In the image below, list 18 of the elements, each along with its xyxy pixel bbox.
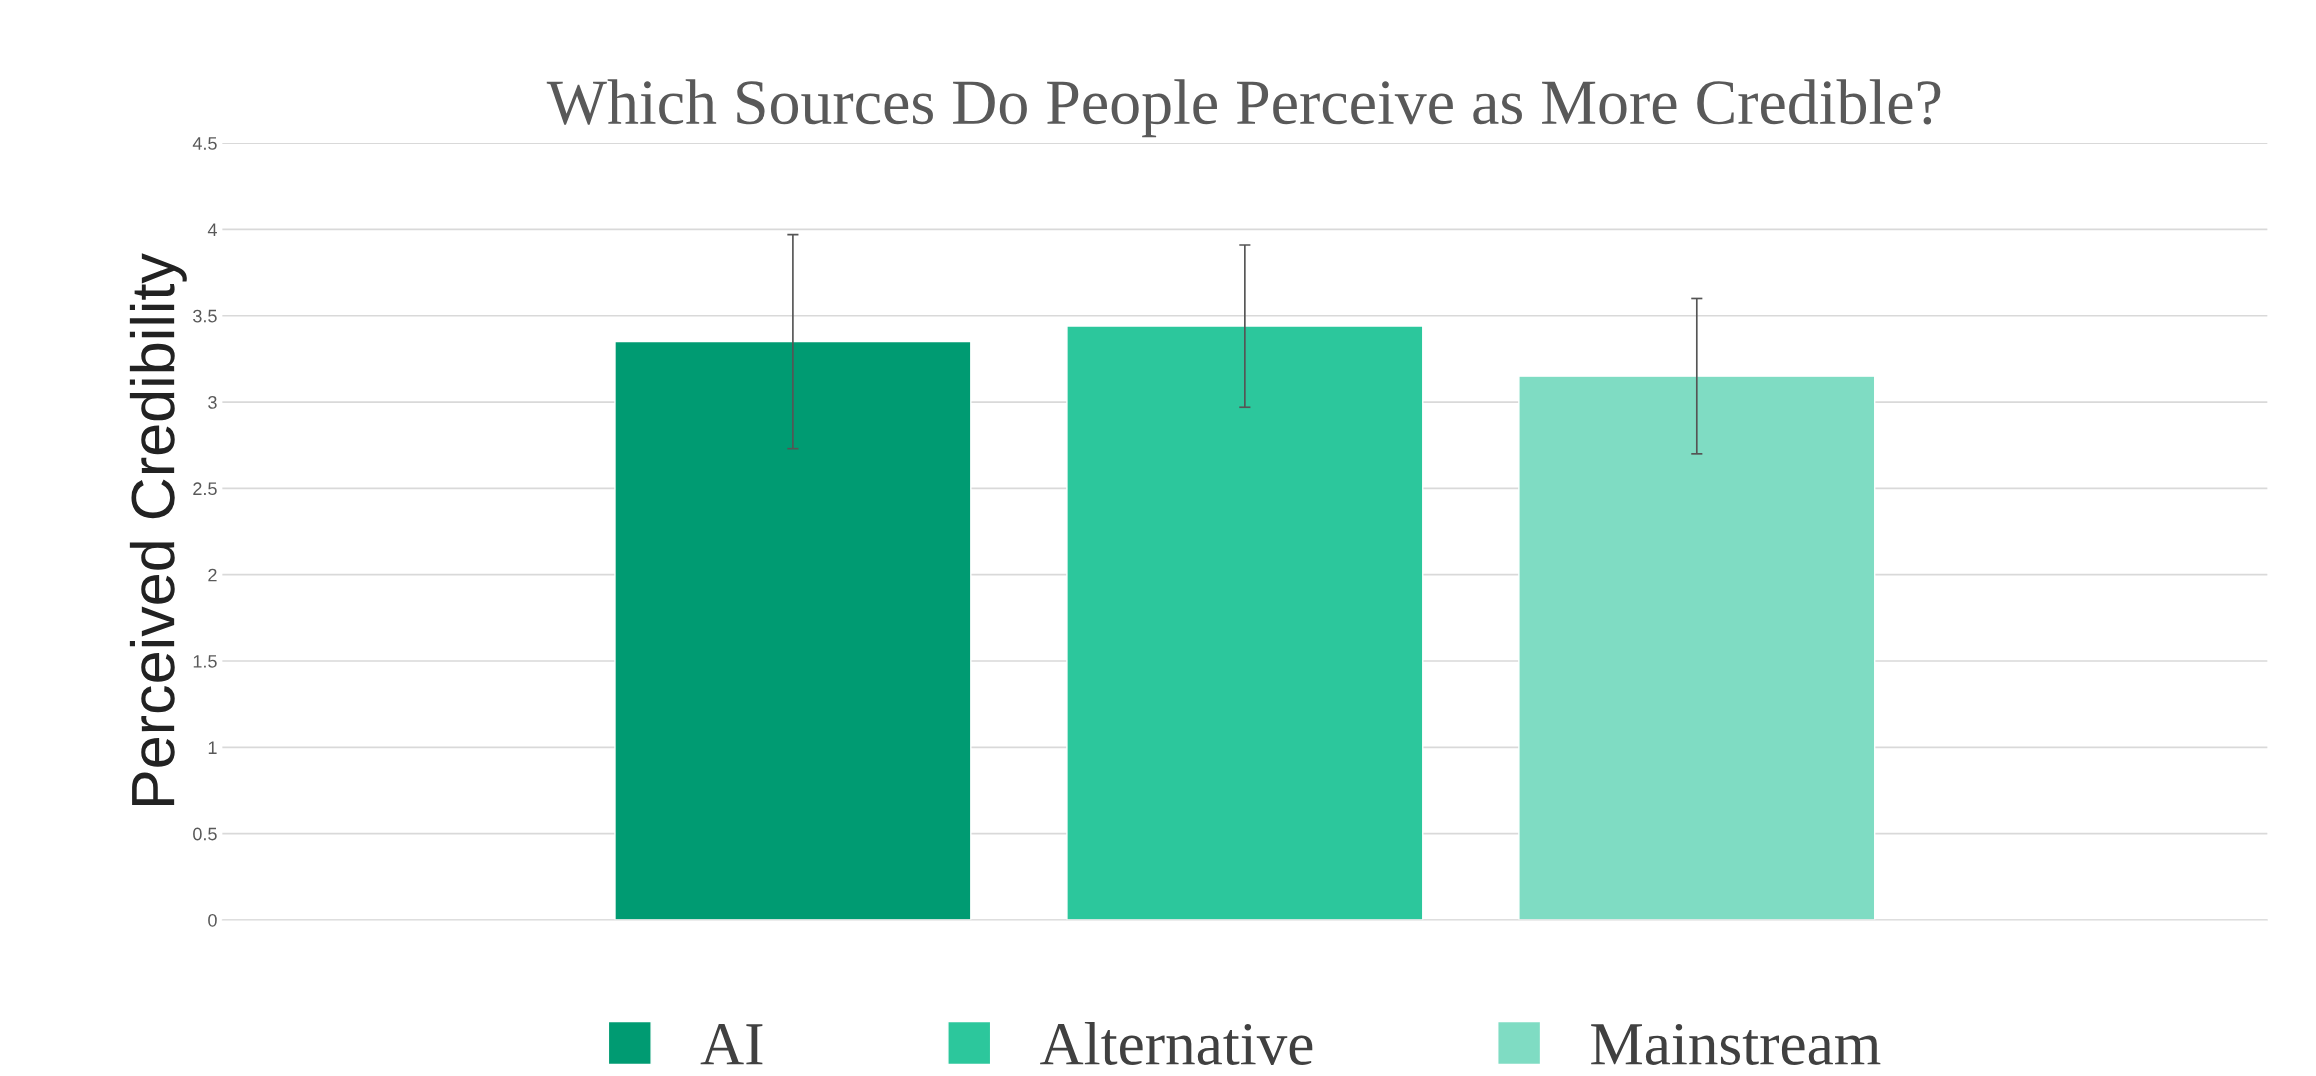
y-tick-label: 4 <box>207 223 217 236</box>
bar <box>614 340 972 920</box>
y-tick-label: 3 <box>208 396 217 409</box>
bar <box>1066 325 1424 920</box>
y-tick-label: 4.5 <box>192 137 217 150</box>
bar <box>1518 375 1876 920</box>
legend-label: AI <box>700 1024 763 1065</box>
y-tick-label: 1.5 <box>193 655 217 668</box>
legend-label: Alternative <box>1040 1021 1313 1065</box>
y-tick-label: 2.5 <box>193 482 217 496</box>
chart-title: Which Sources Do People Perceive as More Credible? <box>546 79 1941 138</box>
y-tick-label: 2 <box>208 568 217 582</box>
y-tick-label: 1 <box>208 741 217 754</box>
legend-label: Mainstream <box>1591 1023 1881 1065</box>
y-axis-title: Perceived Credibility <box>129 253 187 806</box>
y-tick-label: 3.5 <box>193 309 217 323</box>
y-tick-label: 0.5 <box>193 827 217 841</box>
y-tick-label: 0 <box>208 913 217 927</box>
